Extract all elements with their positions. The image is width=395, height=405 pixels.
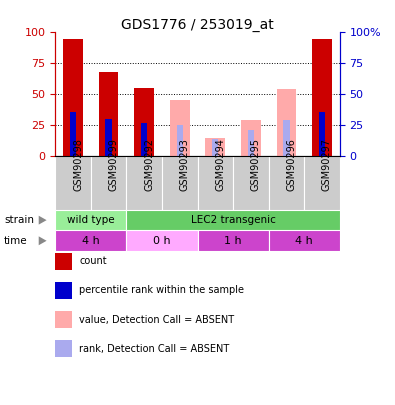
Text: GSM90297: GSM90297 [322, 138, 332, 191]
Bar [170, 100, 190, 156]
Text: wild type: wild type [67, 215, 115, 225]
Text: LEC2 transgenic: LEC2 transgenic [191, 215, 275, 225]
Bar [126, 156, 162, 210]
Text: GDS1776 / 253019_at: GDS1776 / 253019_at [121, 18, 274, 32]
Bar [55, 156, 91, 210]
Bar [55, 210, 126, 230]
Text: value, Detection Call = ABSENT: value, Detection Call = ABSENT [79, 315, 234, 324]
Bar [63, 38, 83, 156]
Bar [126, 210, 340, 230]
Bar [205, 138, 225, 156]
Text: count: count [79, 256, 107, 266]
Bar [312, 38, 332, 156]
Bar [241, 120, 261, 156]
Bar [276, 90, 296, 156]
Text: 1 h: 1 h [224, 236, 242, 246]
Text: percentile rank within the sample: percentile rank within the sample [79, 286, 244, 295]
Bar [55, 230, 126, 251]
Text: GSM90293: GSM90293 [180, 138, 190, 191]
Bar [162, 156, 198, 210]
Bar [248, 130, 254, 156]
Bar [269, 156, 304, 210]
Text: rank, Detection Call = ABSENT: rank, Detection Call = ABSENT [79, 344, 229, 354]
Text: GSM90298: GSM90298 [73, 138, 83, 191]
Text: GSM90294: GSM90294 [215, 138, 225, 191]
Bar [126, 230, 198, 251]
Bar [198, 230, 269, 251]
Text: GSM90295: GSM90295 [251, 138, 261, 191]
Bar [319, 112, 325, 156]
Bar [105, 119, 112, 156]
Text: time: time [4, 236, 28, 246]
Bar [198, 156, 233, 210]
Bar [233, 156, 269, 210]
Text: 4 h: 4 h [82, 236, 100, 246]
Text: GSM90296: GSM90296 [286, 138, 296, 191]
Bar [91, 156, 126, 210]
Bar [269, 230, 340, 251]
Bar [177, 125, 183, 156]
Text: GSM90299: GSM90299 [109, 138, 118, 191]
Text: 0 h: 0 h [153, 236, 171, 246]
Bar [304, 156, 340, 210]
Bar [283, 120, 290, 156]
Text: 4 h: 4 h [295, 236, 313, 246]
Bar [212, 139, 218, 156]
Bar [141, 123, 147, 156]
Bar [134, 88, 154, 156]
Text: strain: strain [4, 215, 34, 225]
Text: GSM90292: GSM90292 [144, 138, 154, 191]
Bar [99, 72, 118, 156]
Bar [70, 112, 76, 156]
